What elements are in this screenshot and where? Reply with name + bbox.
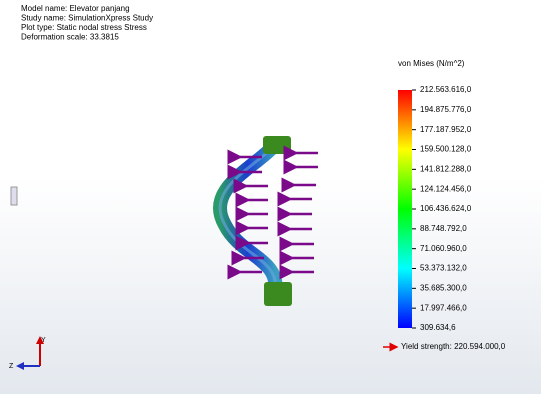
legend-label: 17.997.466,0	[420, 303, 467, 312]
info-line: Study name: SimulationXpress Study	[21, 14, 153, 23]
info-line: Model name: Elevator panjang	[21, 4, 130, 13]
viewport: Model name: Elevator panjangStudy name: …	[0, 0, 541, 394]
info-line: Deformation scale: 33.3815	[21, 33, 119, 42]
panel-handle[interactable]	[11, 187, 17, 205]
legend-label: 159.500.128,0	[420, 145, 472, 154]
axis-y: Y	[41, 337, 46, 344]
legend-title: von Mises (N/m^2)	[398, 59, 465, 68]
legend-label: 177.187.952,0	[420, 125, 472, 134]
legend-label: 71.060.960,0	[420, 244, 467, 253]
legend-labels: 212.563.616,0 194.875.776,0 177.187.952,0 1…	[412, 85, 472, 332]
legend-label: 309.634,6	[420, 323, 456, 332]
legend-label: 124.124.456,0	[420, 184, 472, 193]
legend-label: 88.748.792,0	[420, 224, 467, 233]
legend-label: 35.685.300,0	[420, 283, 467, 292]
color-bar	[398, 90, 412, 328]
graphics-area: Model name: Elevator panjangStudy name: …	[0, 0, 541, 394]
legend-label: 53.373.132,0	[420, 264, 467, 273]
legend-label: 194.875.776,0	[420, 105, 472, 114]
axis-z: Z	[9, 363, 14, 370]
legend-label: 212.563.616,0	[420, 85, 472, 94]
model	[220, 136, 318, 306]
yield-strength: Yield strength: 220.594.000,0	[401, 342, 506, 351]
legend-label: 106.436.624,0	[420, 204, 472, 213]
legend-label: 141.812.288,0	[420, 164, 472, 173]
axis-triad: Y Z	[9, 336, 46, 370]
info-line: Plot type: Static nodal stress Stress	[21, 23, 147, 32]
